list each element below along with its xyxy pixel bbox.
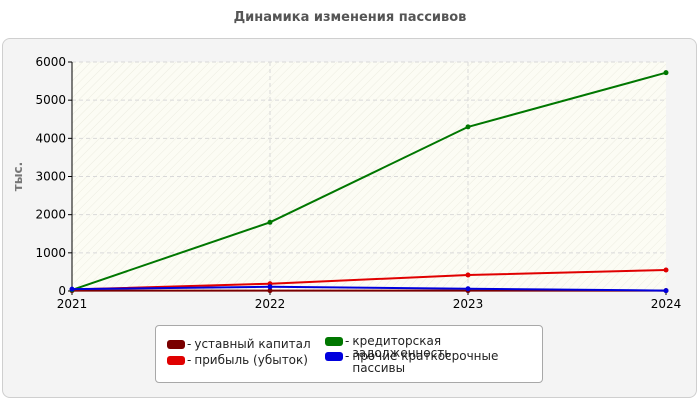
- legend-dash: -: [187, 337, 192, 351]
- legend-dash: -: [345, 349, 350, 363]
- x-tick-label: 2022: [255, 297, 286, 311]
- legend-swatch: [325, 337, 343, 346]
- legend-label: прибыль (убыток): [194, 353, 308, 367]
- data-point: [267, 288, 273, 294]
- data-point: [465, 272, 471, 278]
- legend-swatch: [167, 340, 185, 349]
- legend-item[interactable]: - кредиторская задолженность: [325, 335, 542, 359]
- series-line: [71, 285, 667, 292]
- y-tick-label: 1000: [35, 246, 66, 260]
- series-line: [71, 269, 667, 291]
- x-tick-label: 2021: [57, 297, 88, 311]
- series-line: [71, 71, 667, 291]
- y-tick-label: 3000: [35, 170, 66, 184]
- data-point: [267, 219, 273, 225]
- chart-title: Динамика изменения пассивов: [233, 10, 467, 25]
- legend-swatch: [167, 356, 185, 365]
- data-point: [267, 284, 273, 290]
- legend-dash: -: [345, 334, 350, 348]
- data-point: [465, 124, 471, 130]
- x-tick-label: 2024: [651, 297, 682, 311]
- legend-label: прочие краткосрочные пассивы: [352, 349, 499, 375]
- legend-item[interactable]: - прибыль (убыток): [167, 354, 308, 366]
- legend-swatch: [325, 352, 343, 361]
- gridlines: [72, 61, 666, 291]
- legend-label: уставный капитал: [194, 337, 311, 351]
- y-tick-label: 5000: [35, 93, 66, 107]
- data-point: [663, 288, 669, 294]
- legend: - уставный капитал - прибыль (убыток) - …: [155, 325, 543, 383]
- data-point: [465, 286, 471, 292]
- y-tick-label: 6000: [35, 55, 66, 69]
- y-tick-label: 4000: [35, 131, 66, 145]
- x-tick-label: 2023: [453, 297, 484, 311]
- legend-dash: -: [187, 353, 192, 367]
- legend-item[interactable]: - уставный капитал: [167, 338, 311, 350]
- series-group: [69, 70, 669, 294]
- legend-label: кредиторская задолженность: [352, 334, 452, 360]
- y-axis-label: тыс.: [11, 162, 25, 191]
- legend-item[interactable]: - прочие краткосрочные пассивы: [325, 350, 540, 374]
- data-point: [69, 286, 75, 292]
- data-point: [663, 70, 669, 76]
- y-tick-label: 0: [58, 284, 66, 298]
- data-point: [663, 267, 669, 273]
- y-tick-label: 2000: [35, 208, 66, 222]
